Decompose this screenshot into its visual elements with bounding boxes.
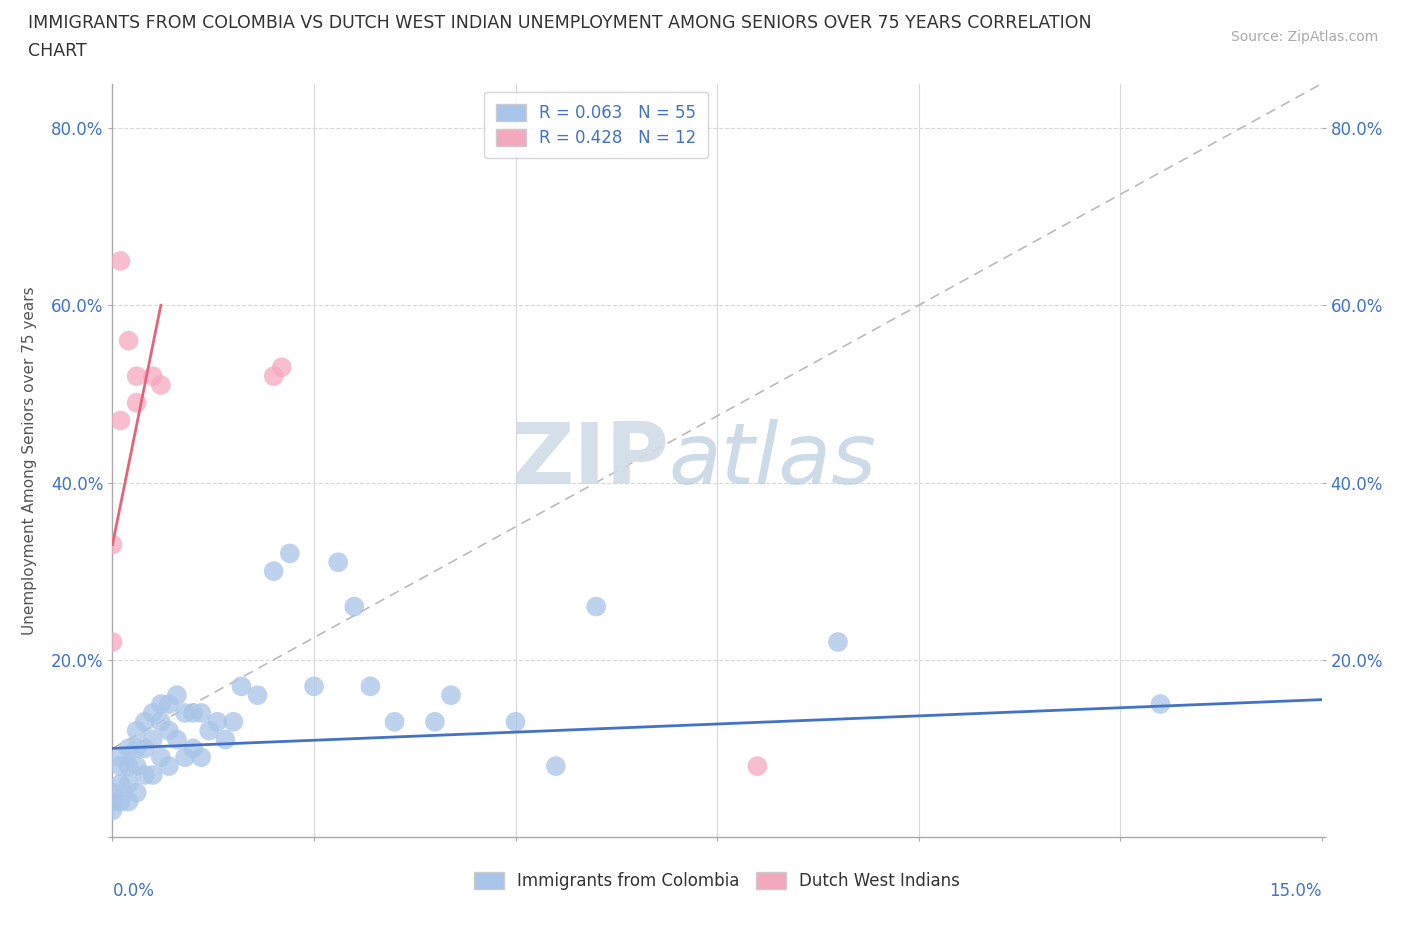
Point <box>101 803 124 817</box>
Point <box>149 697 172 711</box>
Text: ZIP: ZIP <box>510 418 669 502</box>
Point <box>181 741 204 756</box>
Point <box>149 378 172 392</box>
Point <box>134 767 156 782</box>
Point <box>101 794 124 809</box>
Point <box>246 688 269 703</box>
Point <box>110 777 132 791</box>
Text: IMMIGRANTS FROM COLOMBIA VS DUTCH WEST INDIAN UNEMPLOYMENT AMONG SENIORS OVER 75: IMMIGRANTS FROM COLOMBIA VS DUTCH WEST I… <box>28 14 1091 32</box>
Point <box>110 413 132 428</box>
Point <box>142 767 165 782</box>
Point <box>117 759 139 774</box>
Point <box>302 679 325 694</box>
Point <box>343 599 366 614</box>
Point <box>747 759 769 774</box>
Point <box>174 706 197 721</box>
Point <box>328 555 350 570</box>
Point <box>110 750 132 764</box>
Point <box>544 759 567 774</box>
Point <box>149 714 172 729</box>
Point <box>423 714 446 729</box>
Point <box>125 759 148 774</box>
Point <box>142 368 165 383</box>
Point <box>117 777 139 791</box>
Point <box>214 732 236 747</box>
Text: CHART: CHART <box>28 42 87 60</box>
Point <box>101 634 124 649</box>
Point <box>505 714 527 729</box>
Point <box>440 688 463 703</box>
Point <box>101 785 124 800</box>
Point <box>190 706 212 721</box>
Point <box>207 714 229 729</box>
Point <box>125 368 148 383</box>
Point <box>117 794 139 809</box>
Point <box>101 538 124 552</box>
Point <box>263 564 285 578</box>
Point <box>125 724 148 738</box>
Text: atlas: atlas <box>669 418 877 502</box>
Point <box>231 679 253 694</box>
Point <box>110 794 132 809</box>
Point <box>134 741 156 756</box>
Point <box>157 759 180 774</box>
Point <box>117 333 139 348</box>
Point <box>166 732 188 747</box>
Point <box>157 697 180 711</box>
Point <box>827 634 849 649</box>
Point <box>166 688 188 703</box>
Point <box>110 759 132 774</box>
Point <box>125 395 148 410</box>
Legend: Immigrants from Colombia, Dutch West Indians: Immigrants from Colombia, Dutch West Ind… <box>467 865 967 897</box>
Point <box>270 360 292 375</box>
Point <box>125 741 148 756</box>
Point <box>384 714 406 729</box>
Text: Source: ZipAtlas.com: Source: ZipAtlas.com <box>1230 30 1378 44</box>
Point <box>1149 697 1171 711</box>
Point <box>278 546 301 561</box>
Point <box>222 714 245 729</box>
Point <box>125 785 148 800</box>
Point <box>110 254 132 269</box>
Point <box>134 714 156 729</box>
Text: 0.0%: 0.0% <box>112 883 155 900</box>
Point <box>142 706 165 721</box>
Point <box>585 599 607 614</box>
Point <box>190 750 212 764</box>
Text: 15.0%: 15.0% <box>1270 883 1322 900</box>
Point <box>149 750 172 764</box>
Point <box>198 724 221 738</box>
Point <box>117 741 139 756</box>
Point <box>174 750 197 764</box>
Point <box>142 732 165 747</box>
Y-axis label: Unemployment Among Seniors over 75 years: Unemployment Among Seniors over 75 years <box>22 286 37 634</box>
Point <box>181 706 204 721</box>
Point <box>157 724 180 738</box>
Point <box>359 679 381 694</box>
Point <box>263 368 285 383</box>
